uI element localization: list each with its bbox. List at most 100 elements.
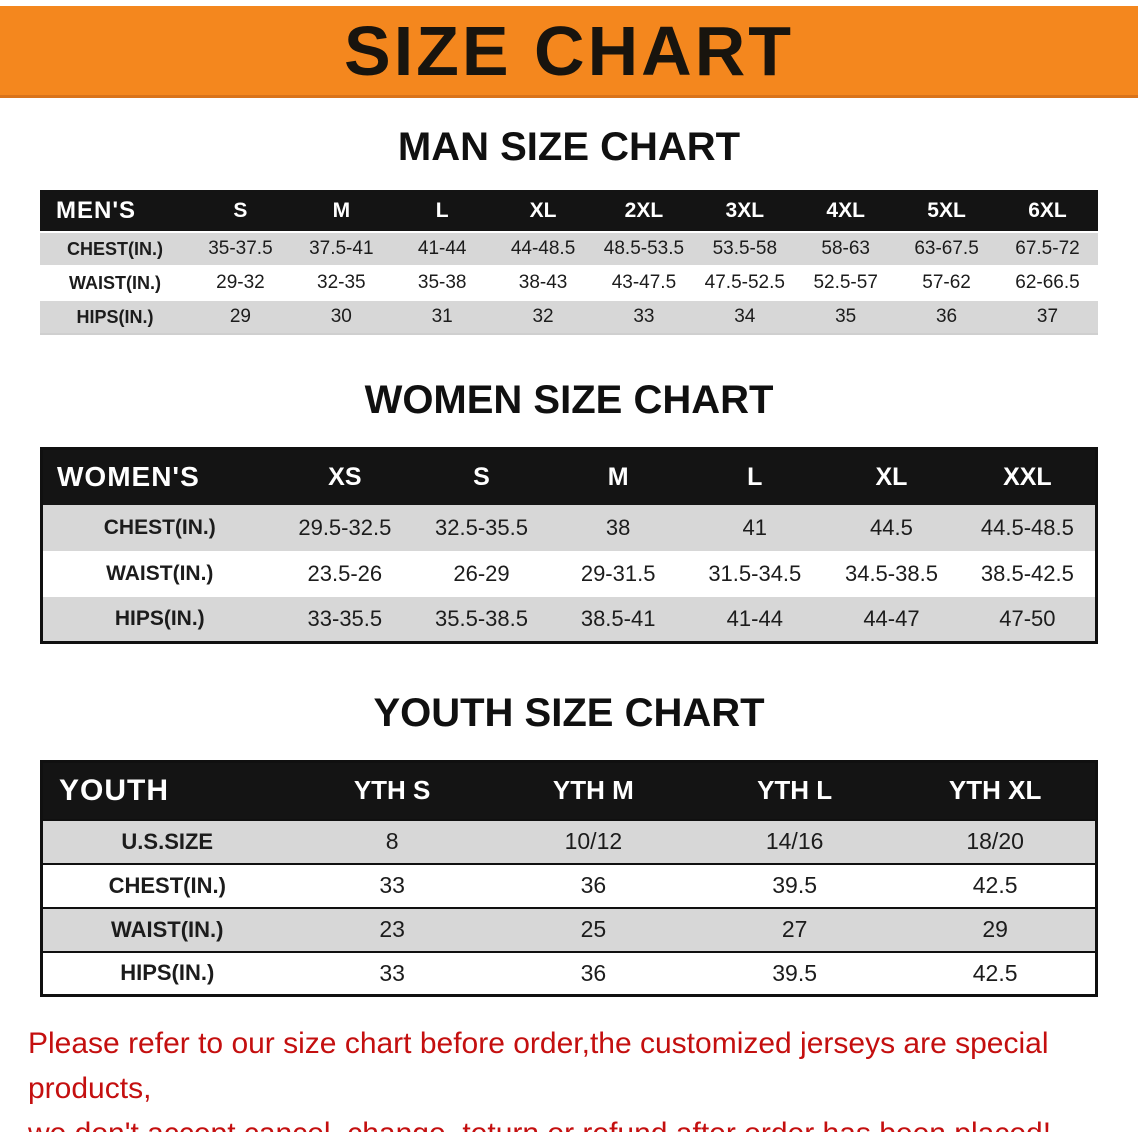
size-header-cell: 2XL — [593, 190, 695, 232]
table-row: CHEST(IN.) 29.5-32.5 32.5-35.5 38 41 44.… — [41, 504, 1097, 551]
size-cell: 33 — [379, 959, 405, 986]
size-header-cell: XXL — [959, 448, 1097, 505]
size-cell: 18/20 — [966, 828, 1024, 854]
row-label: CHEST(IN.) — [108, 872, 226, 898]
row-label: WAIST(IN.) — [111, 916, 224, 942]
size-cell: 36 — [580, 872, 607, 898]
size-cell: 29.5-32.5 — [298, 514, 392, 540]
size-header-cell: 5XL — [896, 190, 997, 232]
row-label: CHEST(IN.) — [103, 515, 216, 539]
size-cell: 36 — [580, 959, 607, 986]
size-cell: 31 — [431, 306, 453, 327]
women-table-header-row: WOMEN'S XS S M L XL XXL — [41, 448, 1097, 505]
size-header-cell: XL — [492, 190, 594, 232]
table-row: HIPS(IN.) 29 30 31 32 33 34 35 36 37 — [40, 300, 1098, 334]
size-header-cell: L — [686, 448, 824, 505]
size-cell: 37.5-41 — [309, 238, 374, 259]
size-cell: 35-38 — [417, 272, 467, 293]
size-cell: 38.5-42.5 — [980, 560, 1074, 586]
size-cell: 42.5 — [972, 872, 1018, 898]
size-cell: 32.5-35.5 — [435, 514, 528, 540]
size-cell: 44.5-48.5 — [980, 514, 1074, 540]
disclaimer-line-2: we don't accept cancel, change, teturn o… — [28, 1111, 1110, 1132]
size-cell: 58-63 — [821, 238, 870, 259]
row-label: U.S.SIZE — [121, 828, 214, 854]
size-cell: 47.5-52.5 — [704, 272, 785, 293]
size-cell: 62-66.5 — [1015, 272, 1080, 293]
table-row: WAIST(IN.) 29-32 32-35 35-38 38-43 43-47… — [40, 266, 1098, 300]
size-cell: 57-62 — [922, 272, 971, 293]
table-row: CHEST(IN.) 35-37.5 37.5-41 41-44 44-48.5… — [40, 232, 1098, 266]
size-cell: 35.5-38.5 — [435, 605, 528, 631]
size-cell: 52.5-57 — [813, 272, 878, 293]
size-cell: 32-35 — [317, 272, 366, 293]
size-cell: 38.5-41 — [580, 605, 656, 631]
size-header-cell: YTH XL — [895, 761, 1097, 820]
size-cell: 63-67.5 — [914, 238, 979, 259]
size-cell: 48.5-53.5 — [603, 238, 685, 259]
disclaimer-line-1: Please refer to our size chart before or… — [28, 1027, 1049, 1105]
size-header-cell: 6XL — [997, 190, 1098, 232]
size-cell: 39.5 — [772, 959, 817, 986]
size-cell: 30 — [330, 306, 352, 327]
row-label: CHEST(IN.) — [67, 238, 163, 259]
youth-size-table: YOUTH YTH S YTH M YTH L YTH XL U.S.SIZE … — [40, 760, 1098, 997]
size-header-cell: 4XL — [795, 190, 897, 232]
size-cell: 41 — [742, 514, 768, 540]
size-cell: 42.5 — [972, 959, 1018, 986]
women-table-title: WOMEN'S — [41, 448, 277, 505]
page-title: SIZE CHART — [344, 11, 794, 90]
size-cell: 33-35.5 — [307, 605, 383, 631]
size-header-cell: XL — [823, 448, 960, 505]
size-header-cell: M — [549, 448, 687, 505]
youth-table-title: YOUTH — [41, 761, 292, 820]
banner: SIZE CHART — [0, 6, 1138, 98]
size-cell: 34 — [734, 306, 756, 327]
size-cell: 53.5-58 — [712, 238, 778, 259]
men-section-heading: MAN SIZE CHART — [397, 125, 741, 169]
size-header-cell: S — [413, 448, 550, 505]
row-label: HIPS(IN.) — [76, 306, 154, 327]
size-header-cell: 3XL — [694, 190, 796, 232]
size-cell: 41-44 — [726, 605, 783, 631]
men-table-header-row: MEN'S S M L XL 2XL 3XL 4XL 5XL 6XL — [40, 190, 1098, 232]
size-cell: 10/12 — [564, 828, 623, 854]
row-label: WAIST(IN.) — [69, 272, 161, 293]
size-cell: 67.5-72 — [1015, 238, 1080, 259]
table-row: HIPS(IN.) 33-35.5 35.5-38.5 38.5-41 41-4… — [41, 596, 1097, 643]
women-size-table: WOMEN'S XS S M L XL XXL CHEST(IN.) 29.5-… — [40, 447, 1098, 644]
size-cell: 31.5-34.5 — [708, 560, 802, 586]
youth-table-header-row: YOUTH YTH S YTH M YTH L YTH XL — [41, 761, 1097, 820]
size-cell: 44-47 — [863, 605, 920, 631]
size-cell: 23.5-26 — [307, 560, 383, 586]
youth-section: YOUTH SIZE CHART YOUTH YTH S YTH M YTH L… — [0, 690, 1138, 997]
size-header-cell: YTH S — [291, 761, 493, 820]
size-cell: 33 — [633, 306, 655, 327]
size-header-cell: XS — [276, 448, 414, 505]
size-cell: 27 — [781, 916, 808, 942]
row-label: HIPS(IN.) — [114, 606, 205, 630]
size-cell: 29-32 — [216, 272, 265, 293]
size-cell: 14/16 — [765, 828, 824, 854]
size-cell: 26-29 — [453, 560, 510, 586]
size-cell: 35-37.5 — [208, 238, 273, 259]
size-cell: 38-43 — [518, 272, 568, 293]
size-header-cell: YTH M — [492, 761, 694, 820]
size-header-cell: M — [290, 190, 392, 232]
women-section-heading: WOMEN SIZE CHART — [364, 378, 774, 422]
size-cell: 8 — [385, 828, 399, 854]
disclaimer: Please refer to our size chart before or… — [28, 1021, 1110, 1132]
table-row: U.S.SIZE 8 10/12 14/16 18/20 — [41, 819, 1097, 864]
table-row: CHEST(IN.) 33 36 39.5 42.5 — [41, 863, 1097, 908]
size-header-cell: S — [190, 190, 291, 232]
size-cell: 23 — [379, 916, 405, 942]
men-table-title: MEN'S — [40, 190, 190, 232]
size-cell: 41-44 — [417, 238, 467, 259]
table-row: WAIST(IN.) 23 25 27 29 — [41, 907, 1097, 952]
size-cell: 37 — [1036, 306, 1059, 327]
youth-section-heading: YOUTH SIZE CHART — [373, 691, 765, 735]
size-cell: 38 — [605, 514, 631, 540]
table-row: WAIST(IN.) 23.5-26 26-29 29-31.5 31.5-34… — [42, 551, 1097, 597]
size-cell: 33 — [379, 872, 405, 898]
row-label: WAIST(IN.) — [106, 561, 214, 585]
